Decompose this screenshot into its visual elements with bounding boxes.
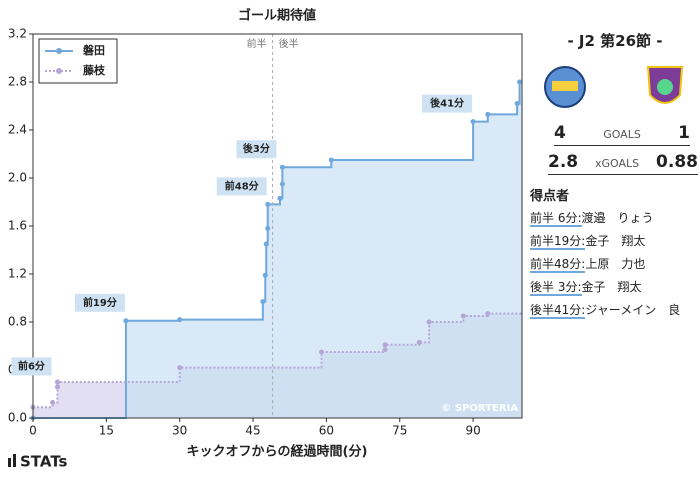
- side-panel: - J2 第26節 - 4 GOALS 1 2.8 xGOALS 0.88 得点…: [530, 0, 700, 474]
- x-axis-label: キックオフからの経過時間(分): [187, 444, 368, 460]
- scorer-row: 後半41分:ジャーメイン 良: [530, 301, 700, 319]
- point: [177, 365, 183, 371]
- scorer-name: ジャーメイン 良: [585, 303, 681, 317]
- scorer-name: 金子 翔太: [585, 234, 646, 248]
- scorer-time: 前半19分:: [530, 234, 586, 250]
- point: [382, 342, 388, 348]
- point: [328, 157, 334, 163]
- point: [265, 201, 271, 207]
- away-logo: [657, 79, 673, 95]
- point: [50, 399, 56, 405]
- chart-title: ゴール期待値: [238, 8, 316, 24]
- home-xgoals: 2.8: [548, 152, 579, 172]
- point: [54, 384, 60, 390]
- point: [279, 181, 285, 187]
- y-tick-label: 2.4: [8, 123, 27, 137]
- x-tick-label: 90: [465, 424, 480, 438]
- annotation: 後41分: [430, 97, 464, 110]
- y-tick-label: 1.6: [8, 219, 27, 233]
- home-goals: 4: [554, 123, 566, 143]
- annotation: 前48分: [225, 179, 259, 192]
- point: [460, 313, 466, 319]
- y-tick-label: 0.0: [8, 411, 27, 425]
- point: [265, 225, 271, 231]
- point: [54, 379, 60, 385]
- point: [262, 272, 268, 278]
- scorer-row: 前半19分:金子 翔太: [530, 232, 700, 250]
- y-tick-label: 2.8: [8, 75, 27, 89]
- home-logo: [552, 81, 578, 91]
- halftime-label: 前半: [247, 37, 267, 50]
- annotation-box: [422, 94, 473, 113]
- annotation: 前19分: [83, 296, 117, 309]
- brand-icon: [13, 454, 16, 467]
- point: [177, 317, 183, 323]
- point: [426, 319, 432, 325]
- scorer-name: 渡邉 りょう: [581, 211, 654, 225]
- legend-label: 磐田: [83, 43, 105, 57]
- x-tick-label: 30: [172, 424, 187, 438]
- annotation-box: [74, 293, 125, 312]
- legend-label: 藤枝: [83, 63, 106, 77]
- watermark: © SPORTERIA: [441, 403, 518, 414]
- goals-row: 4 GOALS 1: [554, 123, 690, 146]
- scorers-title: 得点者: [530, 189, 570, 204]
- x-tick-label: 75: [392, 424, 407, 438]
- halftime-label: 後半: [279, 37, 299, 50]
- legend-box: [38, 38, 118, 84]
- point: [382, 347, 388, 353]
- team-logos: [544, 66, 684, 108]
- xgoals-label: xGOALS: [595, 157, 640, 170]
- point: [470, 119, 476, 125]
- point: [416, 339, 422, 345]
- x-tick-label: 0: [29, 424, 37, 438]
- x-tick-label: 15: [99, 424, 114, 438]
- away-goals: 1: [678, 123, 690, 143]
- y-tick-label: 3.2: [8, 27, 27, 41]
- legend-marker: [56, 48, 62, 54]
- x-tick-label: 45: [245, 424, 260, 438]
- scorer-row: 後半 3分:金子 翔太: [530, 278, 700, 296]
- y-tick-label: 1.2: [8, 267, 27, 281]
- scorer-row: 前半 6分:渡邉 りょう: [530, 209, 700, 227]
- scorer-name: 上原 力也: [585, 257, 646, 271]
- area: [33, 82, 522, 418]
- scorer-name: 金子 翔太: [581, 280, 642, 294]
- step-line: [33, 81, 522, 419]
- scorer-time: 後半41分:: [530, 303, 586, 319]
- scorer-time: 前半 6分:: [530, 211, 582, 227]
- scorer-time: 後半 3分:: [530, 280, 582, 296]
- point: [514, 101, 520, 107]
- point: [263, 241, 269, 247]
- xgoals-row: 2.8 xGOALS 0.88: [548, 152, 698, 175]
- point: [517, 79, 523, 85]
- away-xgoals: 0.88: [656, 152, 698, 172]
- y-tick-label: 2.0: [8, 171, 27, 185]
- point: [123, 318, 129, 324]
- legend-marker: [56, 68, 62, 74]
- point: [277, 195, 283, 201]
- match-title: - J2 第26節 -: [567, 32, 663, 50]
- scorer-time: 前半48分:: [530, 257, 586, 273]
- goals-label: GOALS: [603, 128, 641, 141]
- x-tick-label: 60: [319, 424, 334, 438]
- scorer-row: 前半48分:上原 力也: [530, 255, 700, 273]
- point: [260, 299, 266, 305]
- brand: STATs: [20, 453, 68, 471]
- scorers: 前半 6分:渡邉 りょう 前半19分:金子 翔太 前半48分:上原 力也 後半 3分:…: [530, 209, 700, 319]
- annotation-box: [216, 177, 267, 196]
- annotation: 後3分: [243, 142, 270, 155]
- chart: ゴール期待値 キックオフからの経過時間(分) STATs 前半後半0.00.40…: [8, 8, 523, 471]
- annotation-box: [11, 357, 52, 376]
- point: [485, 311, 491, 317]
- point: [279, 164, 285, 170]
- annotation-box: [236, 140, 277, 159]
- y-tick-label: 0.8: [8, 315, 27, 329]
- point: [485, 111, 491, 117]
- point: [319, 349, 325, 355]
- annotation: 前6分: [18, 359, 45, 372]
- brand-icon: [8, 458, 11, 467]
